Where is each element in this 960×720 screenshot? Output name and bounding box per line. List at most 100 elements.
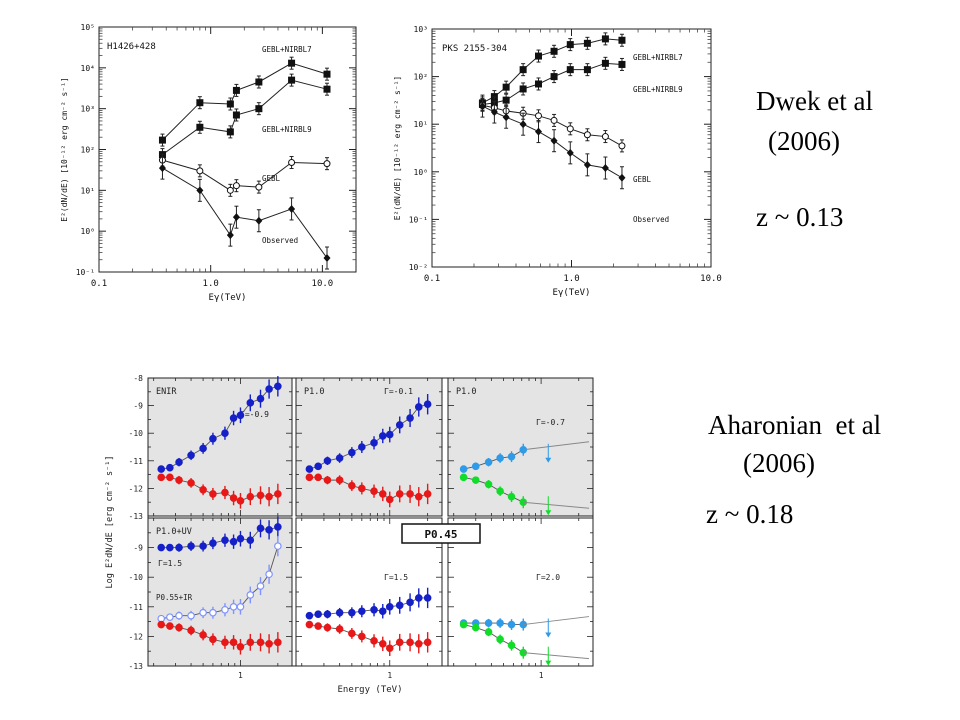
panel-point [236,497,245,505]
plot-group: 10⁻¹ 10⁰ 10¹ 10² 10³ 10⁴ 10⁵ 0.1 1.0 10.0 Eγ(TeV) E… [60,23,357,303]
panel-point [265,492,273,501]
open-circle-marker [601,133,609,141]
square-marker [226,100,234,108]
panel-label: P1.0+UV [156,527,192,537]
series-label: GEBL+NIRBL9 [262,125,312,134]
panel-y-tick-label: -11 [129,457,144,466]
y-tick-label: 10⁵ [81,23,95,32]
panel-point [414,594,423,602]
square-marker [550,47,558,55]
panel-y-tick-label: -8 [133,374,143,383]
panel-y-tick-label: -9 [133,544,143,553]
open-circle-marker [534,112,542,120]
panel-gamma-label: Γ=-0.1 [384,387,413,396]
panel-point [305,620,314,629]
square-marker [323,70,331,78]
plot-group: 10⁻² 10⁻¹ 10⁰ 10¹ 10² 10³ 0.1 1.0 10.0 Eγ(TeV) E²(… [393,25,722,298]
panel-label: P1.0 [304,387,324,397]
y-tick-label: 10⁰ [81,227,95,236]
panel-point [507,620,516,629]
square-marker [601,59,609,67]
panel-point [166,543,174,552]
panel-point [314,473,322,482]
model-tail [523,652,590,660]
panel-point [166,473,174,482]
panel-point [187,451,195,460]
panel: ENIR Γ=-0.9 [147,376,293,517]
panel-point [459,473,468,482]
panel-point [395,490,404,498]
series-label: Observed [262,236,298,245]
panel-point [323,476,332,484]
panel-point [256,491,265,500]
square-marker [502,83,510,91]
panel-point [378,432,387,440]
diamond-marker [158,164,166,173]
panel-point [157,465,166,473]
upper-limit-arrowhead [545,660,552,666]
panel-point [378,607,387,616]
panel-point [256,638,265,647]
panel-point [256,582,265,590]
diamond-marker [519,120,527,129]
panel-point [323,456,332,465]
panel-point [507,452,516,461]
panel-point [274,523,282,531]
panel-point [229,602,238,611]
panel-gamma-label: Γ=-0.7 [536,418,565,427]
panel-y-tick-label: -13 [129,512,144,521]
square-marker [158,136,166,144]
panel-point [414,492,423,501]
panel-y-tick-label: -11 [129,603,144,612]
panel-point [395,601,404,610]
square-marker [288,59,296,67]
panel-point [496,635,504,644]
open-circle-marker [288,159,296,167]
panel-point [335,625,344,633]
square-marker [618,36,626,44]
open-circle-marker [550,116,558,124]
panel-point [199,444,207,453]
panel-gamma-label: Γ=1.5 [384,573,408,582]
panel-point [209,608,217,617]
aharonian-year-caption: (2006) [743,448,815,478]
panel-point [305,473,314,482]
y-tick-label: 10¹ [81,186,95,195]
diamond-marker [566,148,574,157]
panel-x-tick-label: 1 [238,671,243,680]
panel-point [209,539,217,547]
panel-point [274,490,282,498]
panel-point [471,476,480,484]
square-marker [566,66,574,74]
y-tick-label: 10⁻² [409,263,428,272]
panel-point [378,639,387,648]
y-tick-label: 10² [81,146,95,155]
panel-point [348,629,356,638]
square-marker [550,73,558,81]
open-circle-marker [583,131,591,139]
panel-point [229,638,238,647]
square-marker [534,80,542,88]
panel-point [274,542,282,550]
panel-point [221,536,229,545]
panel-point [175,458,183,466]
panel-x-tick-label: 1 [539,671,544,680]
open-circle-marker [255,183,263,191]
open-circle-marker [196,167,204,175]
open-circle-marker [226,186,234,194]
panel-point [370,605,378,614]
panel-point [305,611,314,620]
aharonian-y-axis-label: Log E²dN/dE [erg cm⁻² s⁻¹] [105,455,115,588]
square-marker [226,128,234,136]
open-circle-marker [618,142,626,150]
panel-point [484,619,493,627]
center-label-box [401,523,481,544]
panel-point [423,400,432,409]
diamond-marker [196,186,204,195]
panel-point [496,619,504,627]
square-marker [288,76,296,84]
diamond-marker [255,216,263,225]
panel-point [348,481,356,490]
panel-point [166,463,174,472]
